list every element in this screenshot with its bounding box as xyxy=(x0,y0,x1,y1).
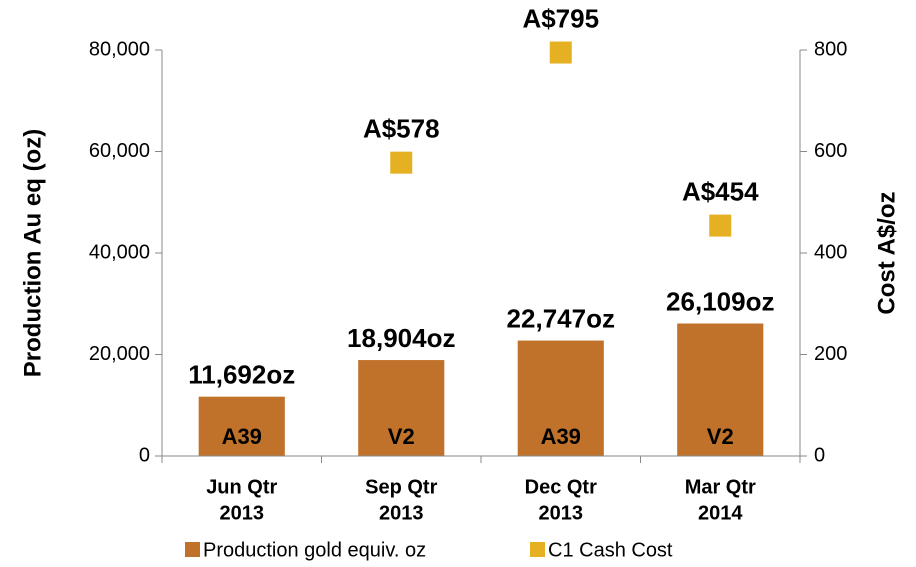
marker xyxy=(709,214,732,237)
x-tick-label: Mar Qtr xyxy=(685,476,756,498)
y-tick-label: 0 xyxy=(139,444,150,466)
x-tick-label: 2013 xyxy=(220,502,265,524)
y-axis-title: Production Au eq (oz) xyxy=(19,129,46,377)
y2-tick-label: 200 xyxy=(814,343,847,365)
y2-axis-title: Cost A$/oz xyxy=(873,191,900,314)
y-tick-label: 40,000 xyxy=(89,241,150,263)
legend-swatch xyxy=(185,542,200,557)
marker xyxy=(390,151,413,174)
x-tick-label: Sep Qtr xyxy=(365,476,437,498)
x-tick-label: 2013 xyxy=(539,502,584,524)
bar xyxy=(198,396,285,456)
bar-value-label: 22,747oz xyxy=(507,303,615,333)
bar-inner-label: A39 xyxy=(222,424,262,449)
y-tick-label: 80,000 xyxy=(89,38,150,60)
marker xyxy=(549,41,572,64)
x-tick-label: Dec Qtr xyxy=(525,476,597,498)
bar-inner-label: V2 xyxy=(388,424,415,449)
y2-tick-label: 600 xyxy=(814,140,847,162)
x-tick-label: Jun Qtr xyxy=(206,476,277,498)
y2-tick-label: 800 xyxy=(814,38,847,60)
bar-inner-label: V2 xyxy=(707,424,734,449)
bar-value-label: 18,904oz xyxy=(347,323,455,353)
legend-swatch xyxy=(530,542,545,557)
y2-tick-label: 400 xyxy=(814,241,847,263)
x-tick-label: 2014 xyxy=(698,502,743,524)
x-tick-label: 2013 xyxy=(379,502,424,524)
bar xyxy=(358,360,445,456)
marker-value-label: A$795 xyxy=(522,3,599,33)
y-tick-label: 60,000 xyxy=(89,140,150,162)
bar-inner-label: A39 xyxy=(541,424,581,449)
marker-value-label: A$578 xyxy=(363,114,440,144)
marker-value-label: A$454 xyxy=(682,176,759,206)
legend-label: C1 Cash Cost xyxy=(548,539,673,561)
y-tick-label: 20,000 xyxy=(89,343,150,365)
y2-tick-label: 0 xyxy=(814,444,825,466)
bar xyxy=(517,340,604,456)
bar-value-label: 26,109oz xyxy=(666,286,774,316)
bar-value-label: 11,692oz xyxy=(188,360,295,390)
bar xyxy=(677,323,764,456)
legend-label: Production gold equiv. oz xyxy=(203,539,426,561)
